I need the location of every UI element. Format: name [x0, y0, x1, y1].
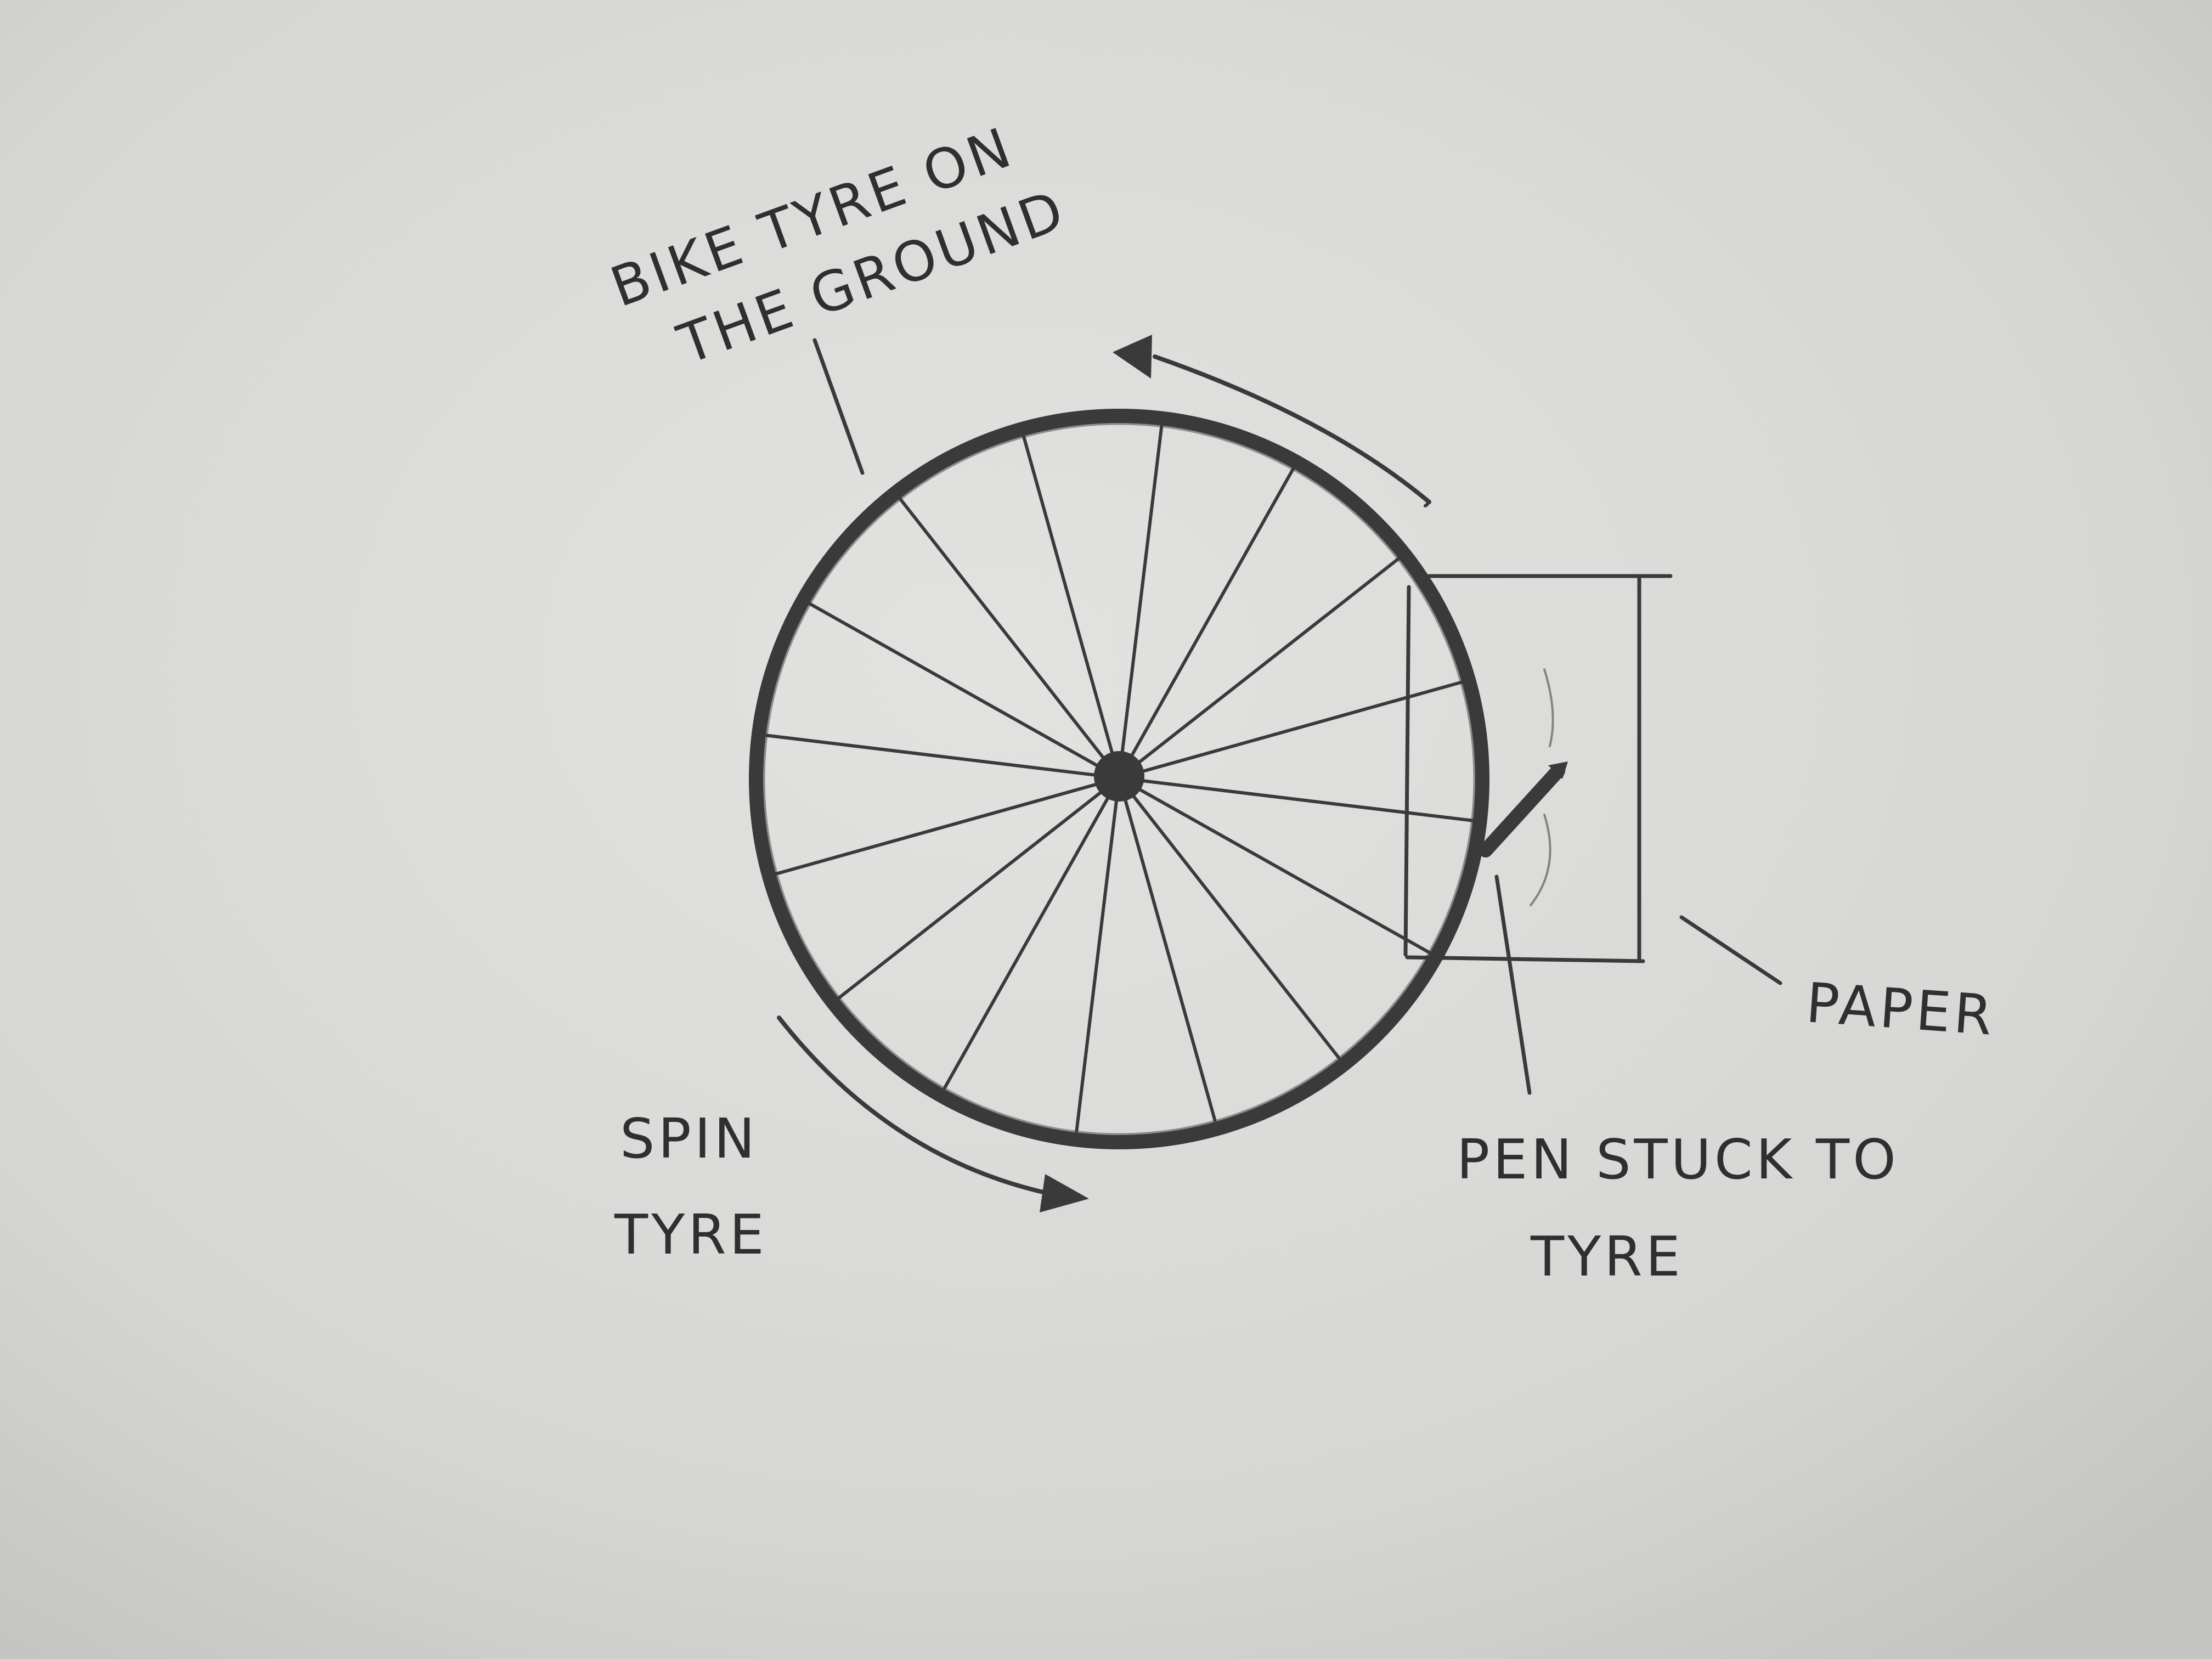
bike-wheel	[749, 409, 1489, 1149]
pen	[1479, 668, 1568, 906]
wheel-spoke	[1118, 776, 1474, 822]
wheel-spoke	[808, 602, 1121, 780]
wheel-spoke	[1118, 556, 1401, 780]
spin-label-line2: TYRE	[614, 1203, 768, 1267]
paper-sheet-drawing	[1403, 574, 1673, 963]
wheel-spoke	[1118, 776, 1341, 1059]
wheel-spoke	[775, 776, 1121, 876]
pen-label-line1: PEN STUCK TO	[1457, 1127, 1899, 1192]
wheel-spoke	[1022, 433, 1121, 780]
rotation-arrow-top	[1113, 335, 1431, 507]
wheel-spoke	[838, 776, 1121, 1000]
wheel-rim	[749, 409, 1489, 1149]
wheel-spoke	[764, 733, 1121, 780]
wheel-spokes	[764, 423, 1474, 1133]
wheel-spoke	[943, 776, 1121, 1090]
wheel-spoke	[1075, 776, 1121, 1133]
wheel-spoke	[898, 496, 1121, 780]
pen-label-leader	[1494, 874, 1532, 1095]
rotation-arrow-bottom	[777, 1015, 1089, 1212]
wheel-spoke	[1118, 423, 1164, 780]
paper-label-leader	[1679, 915, 1782, 985]
wheel-hub	[1094, 751, 1144, 802]
wheel-spoke	[1118, 776, 1431, 954]
tyre-label-leader	[812, 338, 865, 475]
pen-label-line2: TYRE	[1530, 1224, 1684, 1289]
wheel-rim-inner	[762, 422, 1476, 1136]
wheel-spoke	[1118, 776, 1217, 1122]
wheel-spoke	[1118, 680, 1464, 780]
spin-label-line1: SPIN	[620, 1107, 758, 1171]
wheel-spoke	[1118, 466, 1295, 780]
paper-label: PAPER	[1804, 970, 1997, 1048]
